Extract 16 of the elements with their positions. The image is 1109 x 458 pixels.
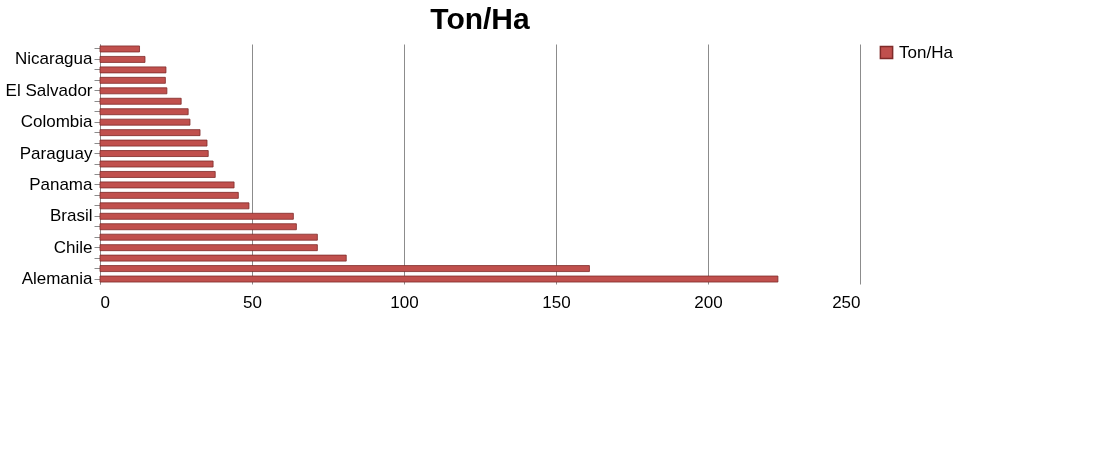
y-tick-label: El Salvador: [5, 80, 93, 100]
x-tick-label: 250: [832, 292, 861, 312]
x-tick-label: 200: [694, 292, 723, 312]
x-tick-label: 100: [390, 292, 419, 312]
y-tick-label: Panama: [29, 174, 94, 194]
y-tick-label: Nicaragua: [15, 49, 94, 69]
x-tick-label: 0: [100, 292, 110, 312]
y-tick-label: Colombia: [20, 112, 94, 132]
y-tick-label: Paraguay: [19, 143, 93, 163]
y-tick-label: Chile: [53, 237, 93, 257]
chart-title: Ton/Ha: [430, 2, 531, 36]
legend-label: Ton/Ha: [899, 42, 954, 62]
x-tick-label: 50: [243, 292, 262, 312]
y-tick-label: Alemania: [21, 269, 94, 289]
x-tick-label: 150: [542, 292, 571, 312]
y-tick-label: Brasil: [49, 206, 93, 226]
